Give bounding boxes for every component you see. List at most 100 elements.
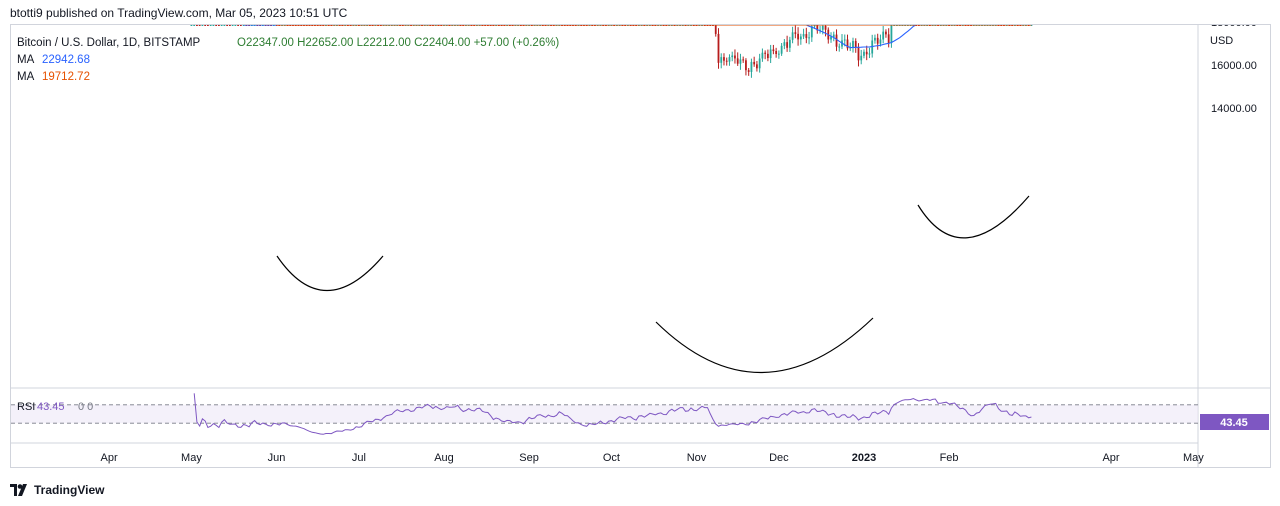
- candle[interactable]: [857, 43, 860, 67]
- candle[interactable]: [747, 68, 750, 76]
- candle[interactable]: [860, 49, 863, 65]
- candle[interactable]: [204, 25, 207, 26]
- candle[interactable]: [239, 25, 242, 26]
- candle[interactable]: [731, 51, 734, 62]
- candle[interactable]: [764, 50, 767, 60]
- candle[interactable]: [879, 34, 882, 47]
- candle-body: [753, 61, 756, 65]
- candle[interactable]: [739, 53, 742, 70]
- candle[interactable]: [212, 25, 215, 26]
- candle[interactable]: [846, 34, 849, 51]
- candle[interactable]: [794, 25, 797, 39]
- rsi-badge: [1200, 414, 1269, 430]
- candle[interactable]: [728, 54, 731, 66]
- candle[interactable]: [852, 37, 854, 53]
- candle[interactable]: [805, 27, 808, 44]
- legend-ma2-value: 19712.72: [42, 71, 90, 83]
- candle[interactable]: [777, 50, 780, 59]
- rsi-pane[interactable]: [11, 393, 1198, 435]
- candle-body: [228, 25, 231, 26]
- candle[interactable]: [198, 25, 201, 26]
- candle-body: [193, 25, 196, 26]
- rsi-extra: 0 0: [78, 401, 93, 413]
- candle[interactable]: [766, 49, 769, 62]
- candle[interactable]: [231, 25, 234, 26]
- candle[interactable]: [207, 25, 209, 26]
- cup-arc-left[interactable]: [276, 255, 384, 291]
- candle[interactable]: [220, 25, 223, 26]
- candle[interactable]: [799, 33, 802, 45]
- candle[interactable]: [797, 27, 799, 46]
- candle[interactable]: [863, 49, 865, 59]
- candle[interactable]: [742, 56, 745, 63]
- candle[interactable]: [786, 35, 789, 52]
- candle[interactable]: [758, 53, 761, 73]
- candle[interactable]: [1030, 25, 1033, 26]
- candle[interactable]: [226, 25, 229, 26]
- candle[interactable]: [882, 25, 885, 44]
- candle[interactable]: [865, 45, 868, 61]
- candle[interactable]: [788, 36, 791, 53]
- candle[interactable]: [196, 25, 198, 26]
- candle[interactable]: [190, 25, 193, 26]
- candle[interactable]: [734, 49, 736, 64]
- candle[interactable]: [802, 28, 805, 40]
- candle[interactable]: [874, 34, 876, 44]
- candle[interactable]: [824, 25, 827, 37]
- candle-body: [226, 25, 229, 26]
- rsi-badge-label: 43.45: [1220, 417, 1248, 429]
- candle[interactable]: [756, 60, 758, 72]
- candle[interactable]: [838, 43, 841, 52]
- candle[interactable]: [237, 25, 240, 26]
- candle[interactable]: [783, 39, 786, 50]
- candle[interactable]: [234, 25, 237, 26]
- cup-arc-main[interactable]: [655, 317, 874, 374]
- main-pane[interactable]: [190, 24, 1107, 374]
- candle[interactable]: [217, 25, 220, 26]
- candle[interactable]: [808, 31, 810, 45]
- candle[interactable]: [775, 47, 778, 58]
- candle[interactable]: [223, 25, 226, 26]
- candle[interactable]: [830, 32, 832, 43]
- candle[interactable]: [745, 58, 747, 76]
- candle-body: [231, 25, 234, 26]
- candle[interactable]: [885, 29, 887, 38]
- candle[interactable]: [714, 25, 717, 37]
- candle[interactable]: [723, 53, 725, 66]
- candle[interactable]: [832, 31, 835, 42]
- candle[interactable]: [841, 34, 843, 50]
- candle[interactable]: [215, 25, 218, 26]
- candle[interactable]: [835, 29, 838, 52]
- candle[interactable]: [772, 44, 775, 55]
- candle[interactable]: [810, 25, 813, 42]
- candle[interactable]: [868, 47, 871, 59]
- candle[interactable]: [736, 52, 739, 66]
- candle[interactable]: [201, 25, 204, 26]
- candle[interactable]: [819, 25, 821, 34]
- time-tick-label: Feb: [940, 452, 959, 464]
- candle[interactable]: [209, 25, 212, 26]
- time-tick-label: Jul: [352, 452, 366, 464]
- candle-body: [838, 46, 841, 48]
- candle[interactable]: [193, 25, 196, 26]
- candle[interactable]: [876, 33, 879, 50]
- cup-arc-right[interactable]: [917, 195, 1030, 239]
- candle[interactable]: [750, 58, 753, 78]
- candle[interactable]: [887, 28, 890, 48]
- candle[interactable]: [753, 56, 756, 67]
- candle[interactable]: [890, 25, 893, 48]
- candle[interactable]: [821, 25, 824, 35]
- candle[interactable]: [717, 28, 720, 69]
- time-tick-label: Sep: [519, 452, 539, 464]
- candle[interactable]: [725, 57, 728, 66]
- candle[interactable]: [769, 44, 772, 64]
- footer-brand[interactable]: TradingView: [10, 481, 104, 499]
- candle[interactable]: [228, 25, 231, 26]
- candle[interactable]: [854, 38, 857, 53]
- candle-body: [852, 41, 854, 48]
- candle[interactable]: [761, 48, 764, 62]
- candle[interactable]: [780, 42, 783, 56]
- price-chart[interactable]: 28000.0026000.0024000.0022000.0020000.00…: [11, 17, 1270, 467]
- candle[interactable]: [791, 26, 794, 44]
- candle[interactable]: [720, 53, 723, 69]
